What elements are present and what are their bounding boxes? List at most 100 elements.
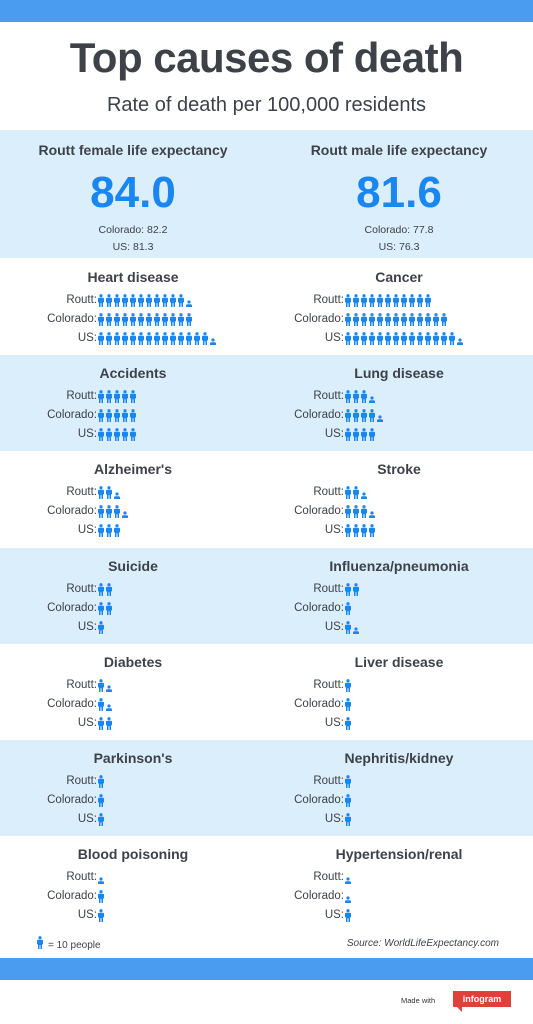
cause-row: Routt:	[0, 582, 113, 596]
person-icon	[377, 332, 383, 345]
person-icons	[97, 620, 105, 634]
person-icons	[344, 427, 376, 441]
person-icons	[97, 389, 137, 403]
cause-stroke: Stroke Routt: Colorado: US:	[266, 451, 532, 548]
cause-title: Parkinson's	[93, 750, 173, 766]
person-icon	[130, 409, 136, 422]
person-icon	[345, 390, 351, 403]
half-person-icon	[114, 492, 120, 499]
person-icon	[361, 294, 367, 307]
person-icon	[114, 390, 120, 403]
cause-row: US:	[266, 620, 360, 634]
person-icons	[344, 620, 360, 634]
cause-band: Parkinson's Routt: Colorado: US: Nephritis/k…	[0, 740, 533, 837]
person-icon	[409, 313, 415, 326]
half-person-icon	[377, 415, 383, 422]
person-icons	[344, 601, 352, 615]
cause-row: Colorado:	[266, 793, 352, 807]
person-icon	[345, 602, 351, 615]
person-icon	[114, 409, 120, 422]
person-icon	[98, 621, 104, 634]
person-icon	[385, 313, 391, 326]
row-label: Colorado:	[294, 505, 344, 517]
cause-row: Colorado:	[0, 697, 113, 711]
person-icon	[409, 332, 415, 345]
person-icon	[345, 813, 351, 826]
person-icons	[97, 870, 105, 884]
row-label: Colorado:	[294, 698, 344, 710]
person-icon	[130, 390, 136, 403]
row-label: Routt:	[313, 775, 344, 787]
legend: = 10 people	[36, 936, 101, 954]
cause-parkinson-s: Parkinson's Routt: Colorado: US:	[0, 740, 266, 837]
male-life-expectancy: Routt male life expectancy 81.6 Colorado…	[266, 130, 532, 258]
person-icons	[97, 908, 105, 922]
person-icons	[97, 485, 121, 499]
half-person-icon	[106, 704, 112, 711]
person-icon	[106, 313, 112, 326]
person-icons	[344, 716, 352, 730]
row-label: US:	[324, 332, 344, 344]
row-label: Routt:	[66, 679, 97, 691]
row-label: Routt:	[66, 775, 97, 787]
person-icon	[353, 428, 359, 441]
person-icons	[97, 582, 113, 596]
person-icon	[130, 428, 136, 441]
person-icons	[344, 870, 352, 884]
row-label: Colorado:	[47, 698, 97, 710]
person-icon	[353, 390, 359, 403]
cause-title: Nephritis/kidney	[344, 750, 454, 766]
person-icon	[361, 409, 367, 422]
person-icons	[344, 293, 432, 307]
cause-nephritis-kidney: Nephritis/kidney Routt: Colorado: US:	[266, 740, 532, 837]
person-icon	[353, 583, 359, 596]
person-icon	[425, 313, 431, 326]
person-icon	[353, 294, 359, 307]
cause-title: Cancer	[375, 269, 423, 285]
person-icon	[98, 717, 104, 730]
person-icons	[344, 504, 376, 518]
page-subtitle: Rate of death per 100,000 residents	[106, 94, 427, 116]
person-icon	[170, 332, 176, 345]
page-title: Top causes of death	[69, 34, 464, 81]
row-label: Colorado:	[294, 602, 344, 614]
person-icon	[385, 332, 391, 345]
person-icons	[97, 716, 113, 730]
person-icon	[345, 717, 351, 730]
person-icon	[106, 294, 112, 307]
infogram-logo[interactable]: infogram	[453, 991, 511, 1007]
cause-row: US:	[0, 812, 105, 826]
cause-row: US:	[266, 908, 352, 922]
person-icons	[97, 427, 137, 441]
cause-title: Liver disease	[354, 654, 444, 670]
person-icons	[344, 774, 352, 788]
row-label: US:	[324, 524, 344, 536]
person-icons	[344, 485, 368, 499]
row-label: US:	[77, 909, 97, 921]
cause-row: Colorado:	[266, 312, 448, 326]
person-icon	[441, 313, 447, 326]
person-icons	[344, 889, 352, 903]
person-icon	[138, 294, 144, 307]
half-person-icon	[122, 511, 128, 518]
person-icons	[97, 774, 105, 788]
person-icon	[106, 332, 112, 345]
person-icon	[114, 505, 120, 518]
person-icon	[417, 313, 423, 326]
person-icons	[97, 408, 137, 422]
person-icon	[369, 332, 375, 345]
person-icon	[106, 717, 112, 730]
person-icons	[344, 678, 352, 692]
person-icon	[98, 332, 104, 345]
person-icons	[97, 678, 113, 692]
cause-row: Colorado:	[266, 889, 352, 903]
cause-row: Routt:	[0, 389, 137, 403]
row-label: Routt:	[66, 871, 97, 883]
cause-band: Accidents Routt: Colorado: US: Lung disease R…	[0, 355, 533, 452]
row-label: US:	[77, 813, 97, 825]
person-icon	[409, 294, 415, 307]
person-icon	[361, 332, 367, 345]
cause-row: US:	[0, 620, 105, 634]
person-icon	[345, 294, 351, 307]
half-person-icon	[369, 511, 375, 518]
